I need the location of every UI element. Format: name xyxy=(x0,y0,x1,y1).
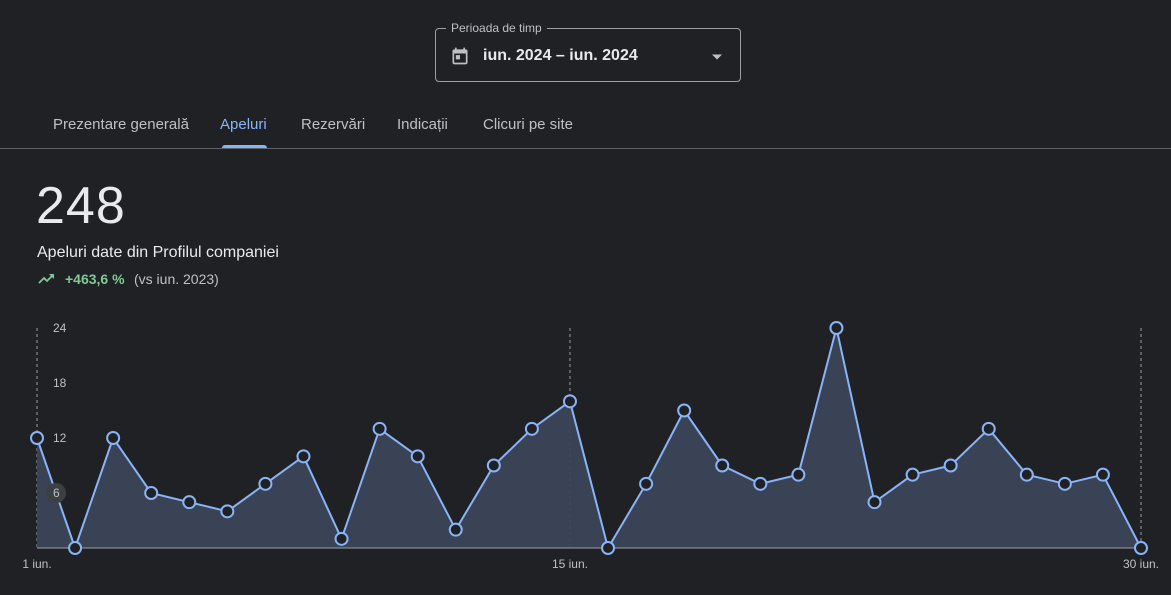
data-point xyxy=(677,403,692,418)
data-point xyxy=(258,476,273,491)
y-tick-label: 18 xyxy=(53,376,67,390)
trending-up-icon xyxy=(38,274,54,284)
data-point xyxy=(524,421,539,436)
time-period-selector[interactable]: Perioada de timp iun. 2024 – iun. 2024 xyxy=(435,20,741,82)
data-point xyxy=(410,449,425,464)
data-point xyxy=(981,421,996,436)
x-tick-label: 15 iun. xyxy=(552,557,588,571)
data-point xyxy=(182,495,197,510)
tab-bar: Prezentare generală Apeluri Rezervări In… xyxy=(0,100,1171,149)
data-point xyxy=(144,486,159,500)
data-point xyxy=(68,541,83,555)
tab-website-clicks[interactable]: Clicuri pe site xyxy=(483,116,574,133)
data-point xyxy=(220,504,235,519)
area-fill xyxy=(37,328,1141,548)
y-tick-label: 12 xyxy=(53,431,67,445)
y-tick-label: 24 xyxy=(53,321,67,335)
tab-overview[interactable]: Prezentare generală xyxy=(53,116,189,133)
tab-directions[interactable]: Indicații xyxy=(397,116,448,133)
time-period-legend: Perioada de timp xyxy=(446,20,547,36)
data-point xyxy=(334,531,349,546)
data-point xyxy=(1019,467,1034,482)
calls-area-chart: 24 18 12 6 1 iun. 15 iun. 30 iun. xyxy=(22,321,1159,571)
active-tab-indicator xyxy=(222,145,267,148)
x-tick-label: 1 iun. xyxy=(22,557,51,571)
change-percentage: +463,6 % xyxy=(65,271,125,287)
data-point xyxy=(753,476,768,491)
tab-bookings[interactable]: Rezervări xyxy=(301,116,366,133)
calendar-icon xyxy=(452,47,468,65)
data-point xyxy=(1134,541,1148,555)
data-point xyxy=(715,458,730,473)
data-point xyxy=(486,458,501,473)
data-point xyxy=(296,449,311,464)
data-point xyxy=(601,541,616,555)
calls-total: 248 xyxy=(36,177,126,235)
data-point xyxy=(867,495,882,510)
data-point xyxy=(905,467,920,482)
x-tick-label: 30 iun. xyxy=(1123,557,1159,571)
data-point xyxy=(639,476,654,491)
y-tick-highlight xyxy=(46,483,66,503)
data-point xyxy=(829,321,844,335)
tab-calls[interactable]: Apeluri xyxy=(220,116,267,133)
dropdown-arrow-icon[interactable] xyxy=(711,53,723,61)
data-point xyxy=(791,467,806,482)
data-point xyxy=(562,394,577,409)
data-point xyxy=(1057,476,1072,491)
data-point xyxy=(943,458,958,473)
data-point xyxy=(106,431,121,445)
data-point xyxy=(448,522,463,537)
y-tick-label: 6 xyxy=(53,486,60,500)
data-point xyxy=(372,421,387,436)
data-point xyxy=(30,431,44,445)
metric-label: Apeluri date din Profilul companiei xyxy=(37,244,279,261)
comparison-period: (vs iun. 2023) xyxy=(134,271,219,287)
time-period-value: iun. 2024 – iun. 2024 xyxy=(483,47,638,64)
data-point xyxy=(1095,467,1110,482)
